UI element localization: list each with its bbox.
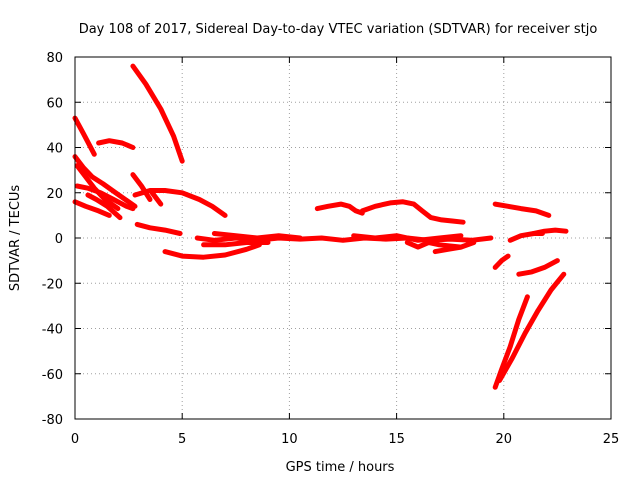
series-arc-16	[211, 231, 303, 241]
plot-frame	[74, 56, 612, 420]
series-arc-11	[149, 190, 164, 207]
series-arc-24	[531, 227, 569, 236]
x-axis-label: GPS time / hours	[286, 460, 395, 475]
chart-title: Day 108 of 2017, Sidereal Day-to-day VTE…	[79, 22, 598, 37]
y-tick-label: -60	[42, 368, 63, 383]
y-tick-label: 40	[46, 142, 63, 157]
series-arc-04	[72, 154, 138, 209]
series-arc-02	[96, 138, 136, 150]
x-tick-label: 15	[388, 432, 405, 447]
x-tick-label: 25	[603, 432, 620, 447]
x-tick-label: 20	[496, 432, 513, 447]
y-tick-label: -20	[42, 277, 63, 292]
series-arc-25	[492, 253, 511, 270]
series-arc-07	[74, 163, 121, 212]
series-arc-10	[132, 188, 228, 218]
series-arc-15	[201, 240, 271, 248]
x-tick-label: 10	[281, 432, 298, 447]
series-arc-09	[130, 172, 153, 202]
series-arc-08	[85, 192, 123, 221]
series-arc-18	[404, 240, 464, 250]
series-arc-06	[72, 199, 112, 218]
y-tick-label: 80	[46, 51, 63, 66]
x-tick-label: 5	[178, 432, 186, 447]
series-group	[72, 63, 569, 390]
series-arc-17	[351, 233, 464, 243]
y-tick-label: 0	[55, 232, 63, 247]
series-arc-19	[432, 240, 477, 255]
y-tick-label: 60	[46, 96, 63, 111]
series-arc-20	[314, 201, 365, 216]
y-axis-label: SDTVAR / TECUs	[8, 185, 23, 292]
series-arc-28	[497, 271, 567, 383]
x-tick-label: 0	[71, 432, 79, 447]
series-arc-26	[516, 258, 560, 277]
series-arc-21	[359, 199, 466, 225]
y-tick-label: -80	[42, 413, 63, 428]
y-tick-label: 20	[46, 187, 63, 202]
series-arc-01	[72, 115, 97, 157]
y-tick-label: -40	[42, 323, 63, 338]
series-arc-22	[492, 201, 552, 218]
series-arc-27	[492, 294, 530, 390]
series-arc-13	[162, 242, 262, 260]
ticks-group: 0 5 10 15 20 25 -80 -60 -40 -20 0 20 40 60 80	[42, 51, 620, 447]
series-arc-05	[74, 183, 136, 212]
series-arc-03	[130, 63, 185, 164]
series-arc-12	[134, 221, 183, 236]
